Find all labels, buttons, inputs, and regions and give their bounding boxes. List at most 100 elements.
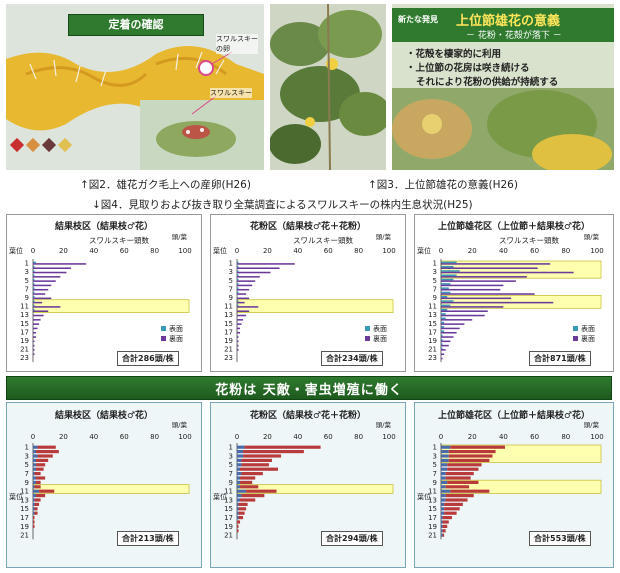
bar-back	[441, 357, 443, 360]
x-tick-label: 0	[235, 433, 239, 441]
photo3-subtitle: － 花粉・花殻が落下 －	[466, 31, 562, 41]
y-tick-label: 5	[25, 277, 29, 285]
bar-adult	[237, 485, 241, 489]
bar-adult	[237, 472, 242, 476]
label-mite-egg: スワルスキー の卵	[216, 34, 258, 54]
bar-adult	[33, 450, 37, 454]
bar-back	[441, 276, 527, 278]
bar-larva	[240, 480, 253, 484]
bar-back	[237, 284, 253, 287]
bar-larva	[237, 524, 239, 528]
x-axis-label: スワルスキー頭数	[293, 235, 353, 245]
bar-adult	[237, 480, 241, 484]
bar-front	[441, 304, 451, 307]
bar-back	[33, 331, 37, 334]
y-tick-label: 21	[20, 346, 29, 354]
photo-egg-on-calyx: 定着の確認 スワルスキー の卵 スワルスキー	[6, 4, 264, 170]
bar-back	[237, 323, 242, 325]
bar-adult	[237, 476, 241, 480]
chart-title: 花粉区（結果枝♂花＋花粉）	[249, 411, 367, 421]
caption-fig2: ↑図2．雄花ガク毛上への産卵(H26)	[80, 179, 251, 191]
bar-front	[441, 287, 449, 289]
bar-front	[441, 283, 451, 285]
bar-back	[441, 319, 473, 321]
y-tick-label: 1	[433, 260, 437, 268]
total-label: 合計234頭/株	[321, 351, 383, 366]
photo3-title: 上位節雄花の意義	[456, 14, 561, 29]
bar-front	[441, 326, 445, 328]
bar-front	[237, 278, 239, 281]
bar-back	[33, 297, 52, 300]
bar-adult	[33, 463, 37, 467]
y-tick-label: 5	[433, 461, 437, 469]
bar-adult	[237, 502, 239, 506]
bar-adult	[441, 533, 443, 537]
label-mite: スワルスキー	[210, 88, 252, 98]
bar-larva	[237, 520, 241, 524]
total-label: 合計213頭/株	[117, 531, 179, 546]
bar-back	[441, 314, 485, 317]
x-tick-label: 40	[499, 247, 508, 255]
y-tick-label: 5	[25, 461, 29, 469]
bar-front	[441, 321, 445, 324]
bar-front	[441, 296, 448, 298]
bar-front	[441, 334, 443, 337]
chart-mite-fruit-branch: 0 20 40 60 80 100頭/葉スワルスキー頭数葉位135791113151719…	[9, 232, 192, 362]
x-tick-label: 60	[324, 433, 333, 441]
bar-front	[237, 287, 239, 289]
bar-front	[441, 317, 446, 320]
bar-larva	[447, 463, 482, 467]
legend-swatch-front	[365, 326, 370, 331]
bar-larva	[243, 454, 282, 458]
bar-adult	[237, 507, 239, 511]
bar-back	[33, 288, 49, 291]
bar-adult	[237, 463, 242, 467]
bar-larva	[240, 476, 256, 480]
bar-adult	[441, 524, 443, 528]
y-tick-label: 11	[20, 488, 29, 496]
bar-larva	[445, 472, 474, 476]
bar-back	[441, 336, 454, 338]
bar-front	[33, 300, 35, 302]
bar-back	[33, 319, 41, 321]
y-tick-label: 7	[25, 470, 29, 478]
bar-front	[441, 343, 443, 345]
bar-back	[33, 301, 43, 304]
y-tick-label: 5	[229, 461, 233, 469]
unit-label: 頭/葉	[172, 232, 188, 241]
bar-front	[441, 265, 454, 268]
bar-front	[441, 308, 448, 311]
bar-back	[237, 301, 245, 304]
x-tick-label: 80	[354, 433, 363, 441]
bar-back	[441, 323, 465, 325]
bar-back	[441, 331, 457, 334]
bar-adult	[441, 467, 448, 471]
x-tick-label: 40	[293, 433, 302, 441]
x-tick-label: 0	[235, 247, 239, 255]
y-tick-label: 9	[25, 294, 29, 302]
unit-label: 頭/葉	[376, 232, 392, 241]
bar-front	[441, 278, 454, 281]
x-tick-label: 100	[178, 433, 191, 441]
unit-label: 頭/葉	[172, 421, 188, 429]
bar-larva	[241, 463, 269, 467]
bar-adult	[237, 498, 241, 502]
legend-swatch-back	[365, 336, 370, 341]
y-tick-label: 3	[433, 268, 437, 276]
bar-larva	[444, 511, 457, 515]
y-tick-label: 15	[20, 505, 29, 513]
bar-adult	[33, 480, 37, 484]
y-axis-label: 葉位	[9, 246, 23, 255]
bar-front	[237, 304, 239, 307]
bar-larva	[34, 502, 40, 506]
unit-label: 頭/葉	[376, 421, 392, 429]
y-axis-label: 葉位	[213, 492, 227, 501]
bar-front	[33, 283, 35, 285]
x-tick-label: 0	[439, 247, 443, 255]
y-tick-label: 7	[229, 470, 233, 478]
y-tick-label: 21	[428, 532, 437, 540]
bar-adult	[33, 476, 37, 480]
bar-back	[237, 293, 247, 295]
bar-adult	[33, 489, 40, 493]
x-axis-label: スワルスキー頭数	[499, 235, 559, 245]
